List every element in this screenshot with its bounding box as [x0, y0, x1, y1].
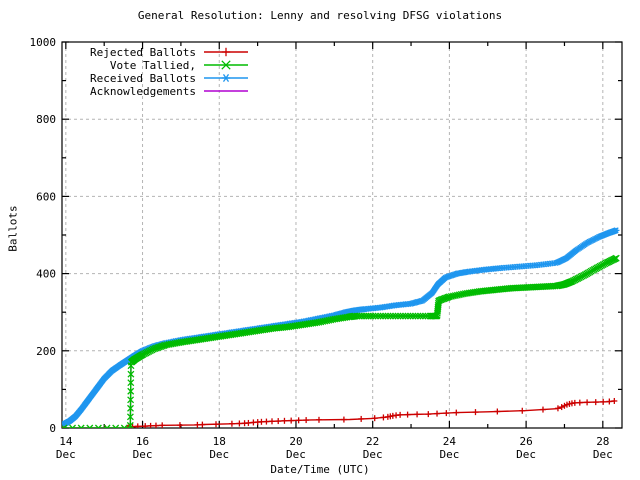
data-point — [114, 424, 120, 428]
x-tick-label-month: Dec — [56, 448, 76, 461]
data-point — [86, 424, 91, 428]
data-point — [402, 312, 409, 320]
data-point — [414, 312, 422, 320]
series-line — [63, 257, 617, 428]
data-point — [399, 312, 407, 320]
y-tick-label: 1000 — [30, 36, 57, 49]
x-tick-label-day: 26 — [519, 435, 532, 448]
x-tick-label-day: 14 — [59, 435, 73, 448]
x-tick-label-day: 18 — [213, 435, 226, 448]
x-tick-label-month: Dec — [209, 448, 229, 461]
data-point — [222, 74, 230, 82]
data-point — [419, 312, 427, 320]
data-point — [394, 312, 402, 320]
data-point — [94, 424, 100, 428]
legend-label-1[interactable]: Vote Tallied, — [110, 59, 196, 72]
data-point — [382, 312, 389, 320]
y-tick-label: 0 — [49, 422, 56, 435]
data-point — [221, 60, 231, 70]
x-tick-label-day: 24 — [443, 435, 457, 448]
plot-frame — [61, 41, 623, 429]
data-series-layer — [62, 227, 620, 428]
x-tick-label-month: Dec — [286, 448, 306, 461]
x-tick-label-month: Dec — [363, 448, 383, 461]
data-point — [372, 312, 380, 320]
data-point — [127, 387, 135, 395]
data-point — [377, 312, 385, 320]
y-tick-label: 800 — [36, 113, 56, 126]
data-point — [384, 312, 392, 320]
data-point — [397, 312, 404, 320]
series-line — [63, 400, 615, 428]
data-point — [409, 312, 417, 320]
x-tick-label-month: Dec — [593, 448, 613, 461]
chart-title: General Resolution: Lenny and resolving … — [137, 9, 503, 22]
data-point — [613, 227, 619, 234]
y-axis-tick-labels: 0 200 400 600 800 1000 — [30, 36, 57, 435]
data-point — [411, 312, 419, 320]
data-point — [416, 312, 424, 320]
data-point — [127, 404, 134, 412]
data-point — [103, 424, 108, 428]
x-axis-label: Date/Time (UTC) — [270, 463, 370, 476]
data-point — [126, 413, 134, 421]
axis-ticks — [62, 41, 622, 429]
x-tick-label-day: 22 — [366, 435, 379, 448]
grid-lines — [62, 42, 622, 428]
data-point — [80, 424, 85, 428]
data-point — [389, 312, 397, 320]
x-tick-label-month: Dec — [439, 448, 459, 461]
y-tick-label: 400 — [36, 268, 56, 281]
data-point — [407, 312, 414, 320]
x-tick-label-day: 16 — [136, 435, 149, 448]
data-point — [69, 424, 74, 428]
data-point — [71, 424, 77, 428]
series-received-ballots — [62, 227, 620, 428]
x-tick-label-day: 28 — [596, 435, 609, 448]
legend-label-2[interactable]: Received Ballots — [90, 72, 196, 85]
legend-label-3[interactable]: Acknowledgements — [90, 85, 196, 98]
data-point — [127, 396, 135, 404]
data-point — [127, 370, 135, 378]
y-tick-label: 200 — [36, 345, 56, 358]
data-point — [127, 379, 135, 387]
series-vote-tallied — [62, 254, 620, 428]
x-tick-label-month: Dec — [516, 448, 536, 461]
data-point — [392, 312, 399, 320]
series-rejected-ballots — [62, 397, 618, 428]
data-point — [404, 312, 412, 320]
data-point — [112, 424, 117, 428]
series-line — [63, 229, 617, 425]
data-point — [97, 424, 102, 428]
data-point — [126, 421, 134, 428]
data-point — [62, 424, 68, 428]
x-tick-label-day: 20 — [289, 435, 302, 448]
data-point — [387, 312, 394, 320]
data-point — [612, 254, 620, 262]
data-point — [106, 424, 111, 428]
data-point — [369, 312, 377, 320]
data-point — [379, 312, 387, 320]
data-point — [77, 424, 83, 428]
y-tick-label: 600 — [36, 190, 56, 203]
data-point — [120, 424, 126, 428]
data-point — [374, 312, 382, 320]
data-point — [123, 424, 128, 428]
x-tick-label-month: Dec — [133, 448, 153, 461]
legend-label-0[interactable]: Rejected Ballots — [90, 46, 196, 59]
data-point — [88, 424, 94, 428]
